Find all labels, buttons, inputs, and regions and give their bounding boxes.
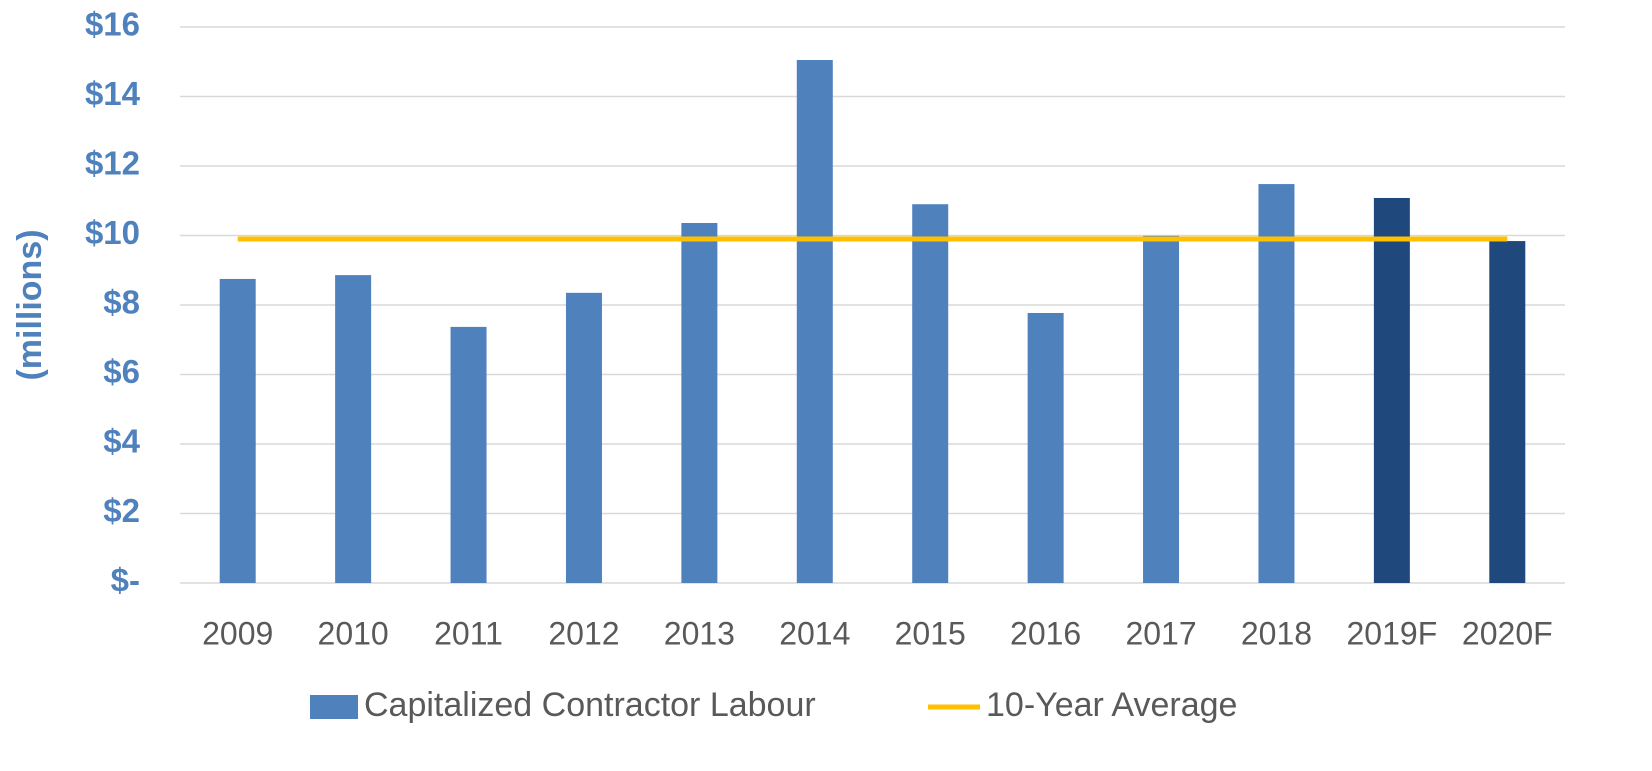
x-tick-label: 2016 <box>1010 615 1081 651</box>
y-tick-label: $2 <box>103 492 140 529</box>
bar <box>219 278 256 583</box>
x-tick-label: 2013 <box>664 615 735 651</box>
bar <box>796 60 833 583</box>
legend-swatch <box>310 695 358 719</box>
bar <box>1373 197 1410 583</box>
bar <box>565 292 602 583</box>
y-tick-label: $4 <box>103 423 140 460</box>
bar <box>1489 241 1526 583</box>
bar <box>450 326 487 583</box>
x-tick-label: 2010 <box>318 615 389 651</box>
x-tick-label: 2014 <box>779 615 850 651</box>
y-tick-label: $14 <box>85 75 141 112</box>
legend-label: 10-Year Average <box>986 686 1237 724</box>
bar <box>912 204 949 583</box>
x-tick-label: 2012 <box>548 615 619 651</box>
bar <box>335 275 372 583</box>
y-tick-label: $8 <box>103 284 140 321</box>
legend-label: Capitalized Contractor Labour <box>364 686 816 724</box>
y-tick-label: $10 <box>85 214 140 251</box>
x-tick-label: 2011 <box>434 615 503 651</box>
y-tick-label: $16 <box>85 6 140 43</box>
bar <box>681 222 718 584</box>
y-tick-label: $6 <box>103 353 140 390</box>
x-tick-label: 2020F <box>1462 615 1553 651</box>
x-tick-label: 2018 <box>1241 615 1312 651</box>
y-axis-label: (millions) <box>11 229 49 380</box>
x-tick-label: 2017 <box>1125 615 1196 651</box>
y-tick-label: $- <box>111 562 140 599</box>
bar <box>1258 184 1295 583</box>
x-tick-label: 2015 <box>895 615 966 651</box>
x-tick-label: 2019F <box>1347 615 1438 651</box>
x-tick-label: 2009 <box>202 615 273 651</box>
y-tick-label: $12 <box>85 145 140 182</box>
bar <box>1027 312 1064 583</box>
bar <box>1143 235 1180 583</box>
